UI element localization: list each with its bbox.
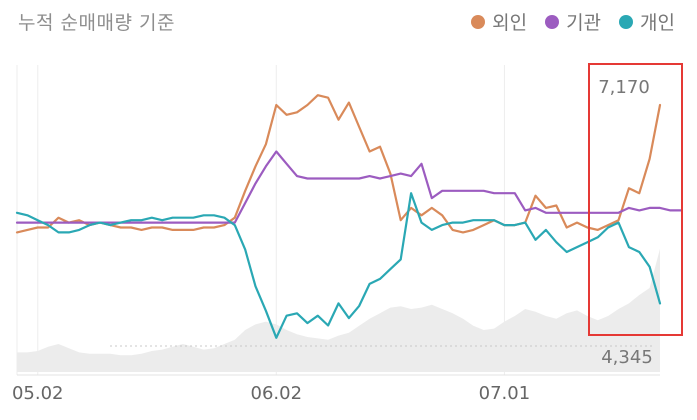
- chart-title: 누적 순매매량 기준: [18, 12, 175, 34]
- legend-dot-institution: [545, 14, 560, 29]
- legend-label-institution: 기관: [566, 12, 602, 34]
- x-tick-label-0: 05.02: [12, 383, 64, 404]
- volume-area: [17, 248, 660, 372]
- highlight-box: [588, 63, 683, 336]
- x-tick-label-2: 07.01: [479, 383, 531, 404]
- min-value-label: 4,345: [601, 347, 653, 368]
- legend-item-institution[interactable]: 기관: [545, 8, 601, 35]
- legend-label-individual: 개인: [640, 12, 675, 34]
- x-tick-label-1: 06.02: [251, 383, 303, 404]
- series-line-institution: [15, 150, 682, 224]
- legend-item-foreign[interactable]: 외인: [471, 8, 527, 35]
- legend-dot-individual: [619, 14, 634, 29]
- legend-label-foreign: 외인: [492, 12, 528, 34]
- legend-dot-foreign: [471, 14, 486, 29]
- legend-item-individual[interactable]: 개인: [619, 8, 675, 35]
- series-line-individual: [15, 192, 662, 339]
- legend: 외인 기관 개인: [471, 8, 675, 35]
- max-value-label: 7,170: [598, 77, 650, 98]
- series-line-foreign: [15, 94, 662, 234]
